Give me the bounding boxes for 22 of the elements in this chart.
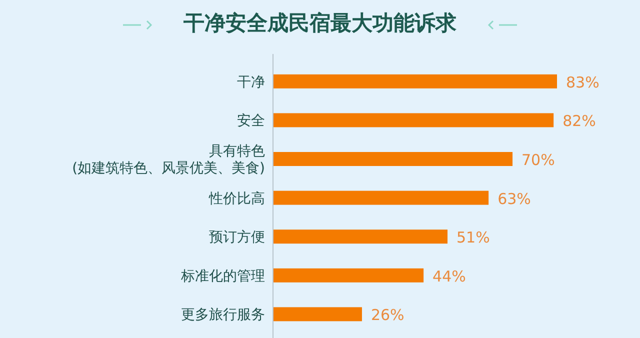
y-tick-label: 干净 xyxy=(237,74,265,90)
y-tick-label: 具有特色 (如建筑特色、风景优美、美食) xyxy=(72,144,265,176)
y-tick-label: 预订方便 xyxy=(209,230,265,246)
bar xyxy=(273,113,554,128)
chart-title: 干净安全成民宿最大功能诉求 xyxy=(182,11,458,35)
y-tick-label: 更多旅行服务 xyxy=(181,307,265,324)
data-label: 82% xyxy=(562,112,596,130)
bar xyxy=(273,268,424,282)
y-tick-label: 安全 xyxy=(237,113,265,130)
data-label: 83% xyxy=(566,73,600,92)
bar xyxy=(273,190,489,205)
bar xyxy=(273,152,513,166)
y-tick-label: 性价比高 xyxy=(208,190,265,207)
bar xyxy=(273,307,362,322)
data-label: 70% xyxy=(522,151,555,169)
data-label: 51% xyxy=(456,228,490,247)
y-tick-label: 标准化的管理 xyxy=(180,268,265,284)
bar xyxy=(273,230,448,244)
bar xyxy=(273,74,557,88)
data-label: 63% xyxy=(498,190,531,208)
data-label: 44% xyxy=(432,267,466,286)
data-label: 26% xyxy=(370,306,404,324)
